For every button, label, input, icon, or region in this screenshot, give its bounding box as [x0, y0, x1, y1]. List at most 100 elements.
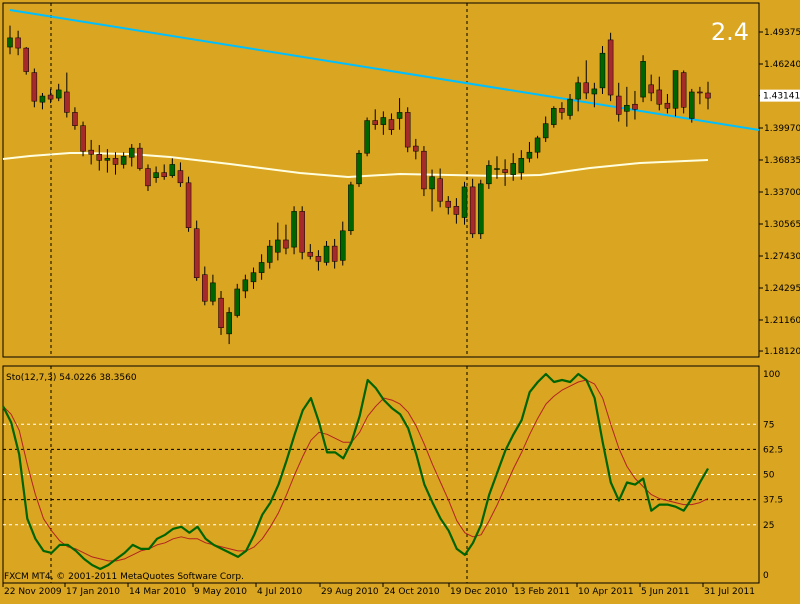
candle-bull	[429, 176, 435, 190]
price-tick-label: 1.18120	[764, 347, 800, 357]
candle-bear	[218, 297, 224, 329]
candle-bear	[656, 89, 663, 105]
candle-bear	[437, 178, 443, 202]
candle-bear	[283, 239, 289, 249]
candle-bear	[331, 245, 338, 262]
price-panel-frame	[2, 2, 760, 358]
candle-bull	[250, 272, 257, 283]
candle-bull	[494, 168, 500, 170]
candle-bear	[112, 158, 119, 165]
candle-bear	[96, 153, 103, 161]
candle-bear	[632, 103, 638, 110]
candle-bull	[534, 137, 541, 153]
price-tick-label: 1.46240	[764, 60, 800, 70]
price-tick-label: 1.33700	[764, 188, 800, 198]
candle-bull	[234, 288, 241, 316]
date-tick-label: 14 Mar 2010	[129, 587, 186, 597]
candle-bull	[291, 211, 297, 248]
stochastic-signal-line	[2, 379, 709, 562]
candle-bull	[153, 172, 159, 178]
candle-bull	[55, 89, 62, 99]
price-tick-label: 1.49375	[764, 28, 800, 38]
candle-bull	[210, 282, 216, 302]
stochastic-tick-label: 37.5	[763, 496, 783, 506]
candle-bear	[177, 170, 184, 184]
candle-bear	[145, 168, 151, 187]
candle-bear	[469, 186, 476, 235]
candle-bear	[388, 119, 395, 130]
candle-bull	[169, 164, 176, 176]
candle-bear	[31, 72, 38, 102]
moving-average-line	[2, 152, 709, 179]
date-tick-label: 19 Dec 2010	[450, 587, 508, 597]
candle-bull	[323, 245, 330, 263]
candle-bull	[477, 183, 484, 235]
candle-bull	[575, 82, 581, 100]
candle-bear	[315, 256, 322, 262]
date-tick-label: 17 Jan 2010	[66, 587, 120, 597]
trendline	[9, 9, 760, 131]
candle-bull	[689, 91, 695, 119]
copyright-text: FXCM MT4, © 2001-2011 MetaQuotes Softwar…	[4, 572, 244, 582]
price-tick-label: 1.30565	[764, 220, 800, 230]
date-tick-label: 5 Jun 2011	[641, 587, 689, 597]
candle-bull	[348, 184, 354, 232]
candle-bull	[510, 163, 516, 175]
candle-bear	[80, 125, 86, 152]
candle-bull	[396, 112, 403, 119]
candle-bull	[526, 151, 533, 159]
candle-bull	[567, 98, 573, 116]
price-tick-label: 1.27430	[764, 252, 800, 262]
candle-bull	[226, 312, 232, 335]
price-tick-label: 1.39970	[764, 124, 800, 134]
candle-bear	[404, 112, 411, 148]
stochastic-main-line	[2, 372, 709, 571]
candle-bull	[591, 88, 598, 95]
candle-bear	[307, 251, 314, 257]
candle-bear	[453, 206, 460, 215]
candle-bull	[7, 37, 13, 48]
candle-bear	[615, 95, 622, 115]
price-tick-label: 1.36835	[764, 156, 800, 166]
candle-bear	[88, 149, 94, 155]
stochastic-tick-label: 100	[763, 370, 780, 380]
candle-bear	[648, 84, 654, 94]
candle-bull	[340, 230, 346, 261]
candle-bear	[583, 82, 590, 94]
date-axis: 22 Nov 2009 17 Jan 2010 14 Mar 2010 9 May 2…	[2, 583, 755, 597]
candle-bull	[542, 123, 549, 139]
price-panel: 1.49375 1.46240 1.43141 1.39970 1.36835 1.337…	[2, 2, 800, 358]
candle-bull	[380, 117, 387, 125]
price-tick-label: 1.21160	[764, 316, 800, 326]
candle-bear	[202, 274, 208, 302]
candle-bear	[413, 145, 419, 152]
candle-bull	[275, 239, 281, 253]
candle-bear	[697, 91, 703, 94]
stochastic-tick-label: 0	[763, 571, 769, 581]
chart-label: 2.4	[711, 18, 749, 46]
candle-bear	[664, 102, 671, 109]
candle-bull	[518, 158, 525, 173]
candle-bull	[39, 95, 46, 103]
candle-bull	[624, 104, 630, 112]
candle-bull	[672, 70, 679, 109]
candle-bear	[15, 37, 21, 49]
candle-bear	[161, 172, 167, 177]
date-tick-label: 13 Feb 2011	[514, 587, 570, 597]
stochastic-tick-label: 62.5	[763, 445, 783, 455]
candle-bear	[680, 72, 687, 108]
date-tick-label: 10 Apr 2011	[578, 587, 634, 597]
candle-bear	[559, 108, 565, 113]
candle-bear	[607, 39, 614, 96]
date-tick-label: 22 Nov 2009	[4, 587, 62, 597]
candle-bear	[299, 211, 305, 253]
candle-bear	[193, 228, 200, 278]
candle-bull	[486, 165, 492, 185]
candle-bull	[356, 152, 362, 185]
candle-bear	[64, 91, 70, 113]
candle-bull	[266, 245, 273, 263]
candle-bull	[120, 156, 127, 165]
candle-bear	[502, 169, 508, 173]
